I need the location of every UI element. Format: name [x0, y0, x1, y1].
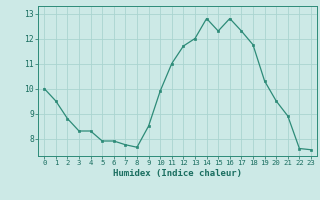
X-axis label: Humidex (Indice chaleur): Humidex (Indice chaleur) [113, 169, 242, 178]
